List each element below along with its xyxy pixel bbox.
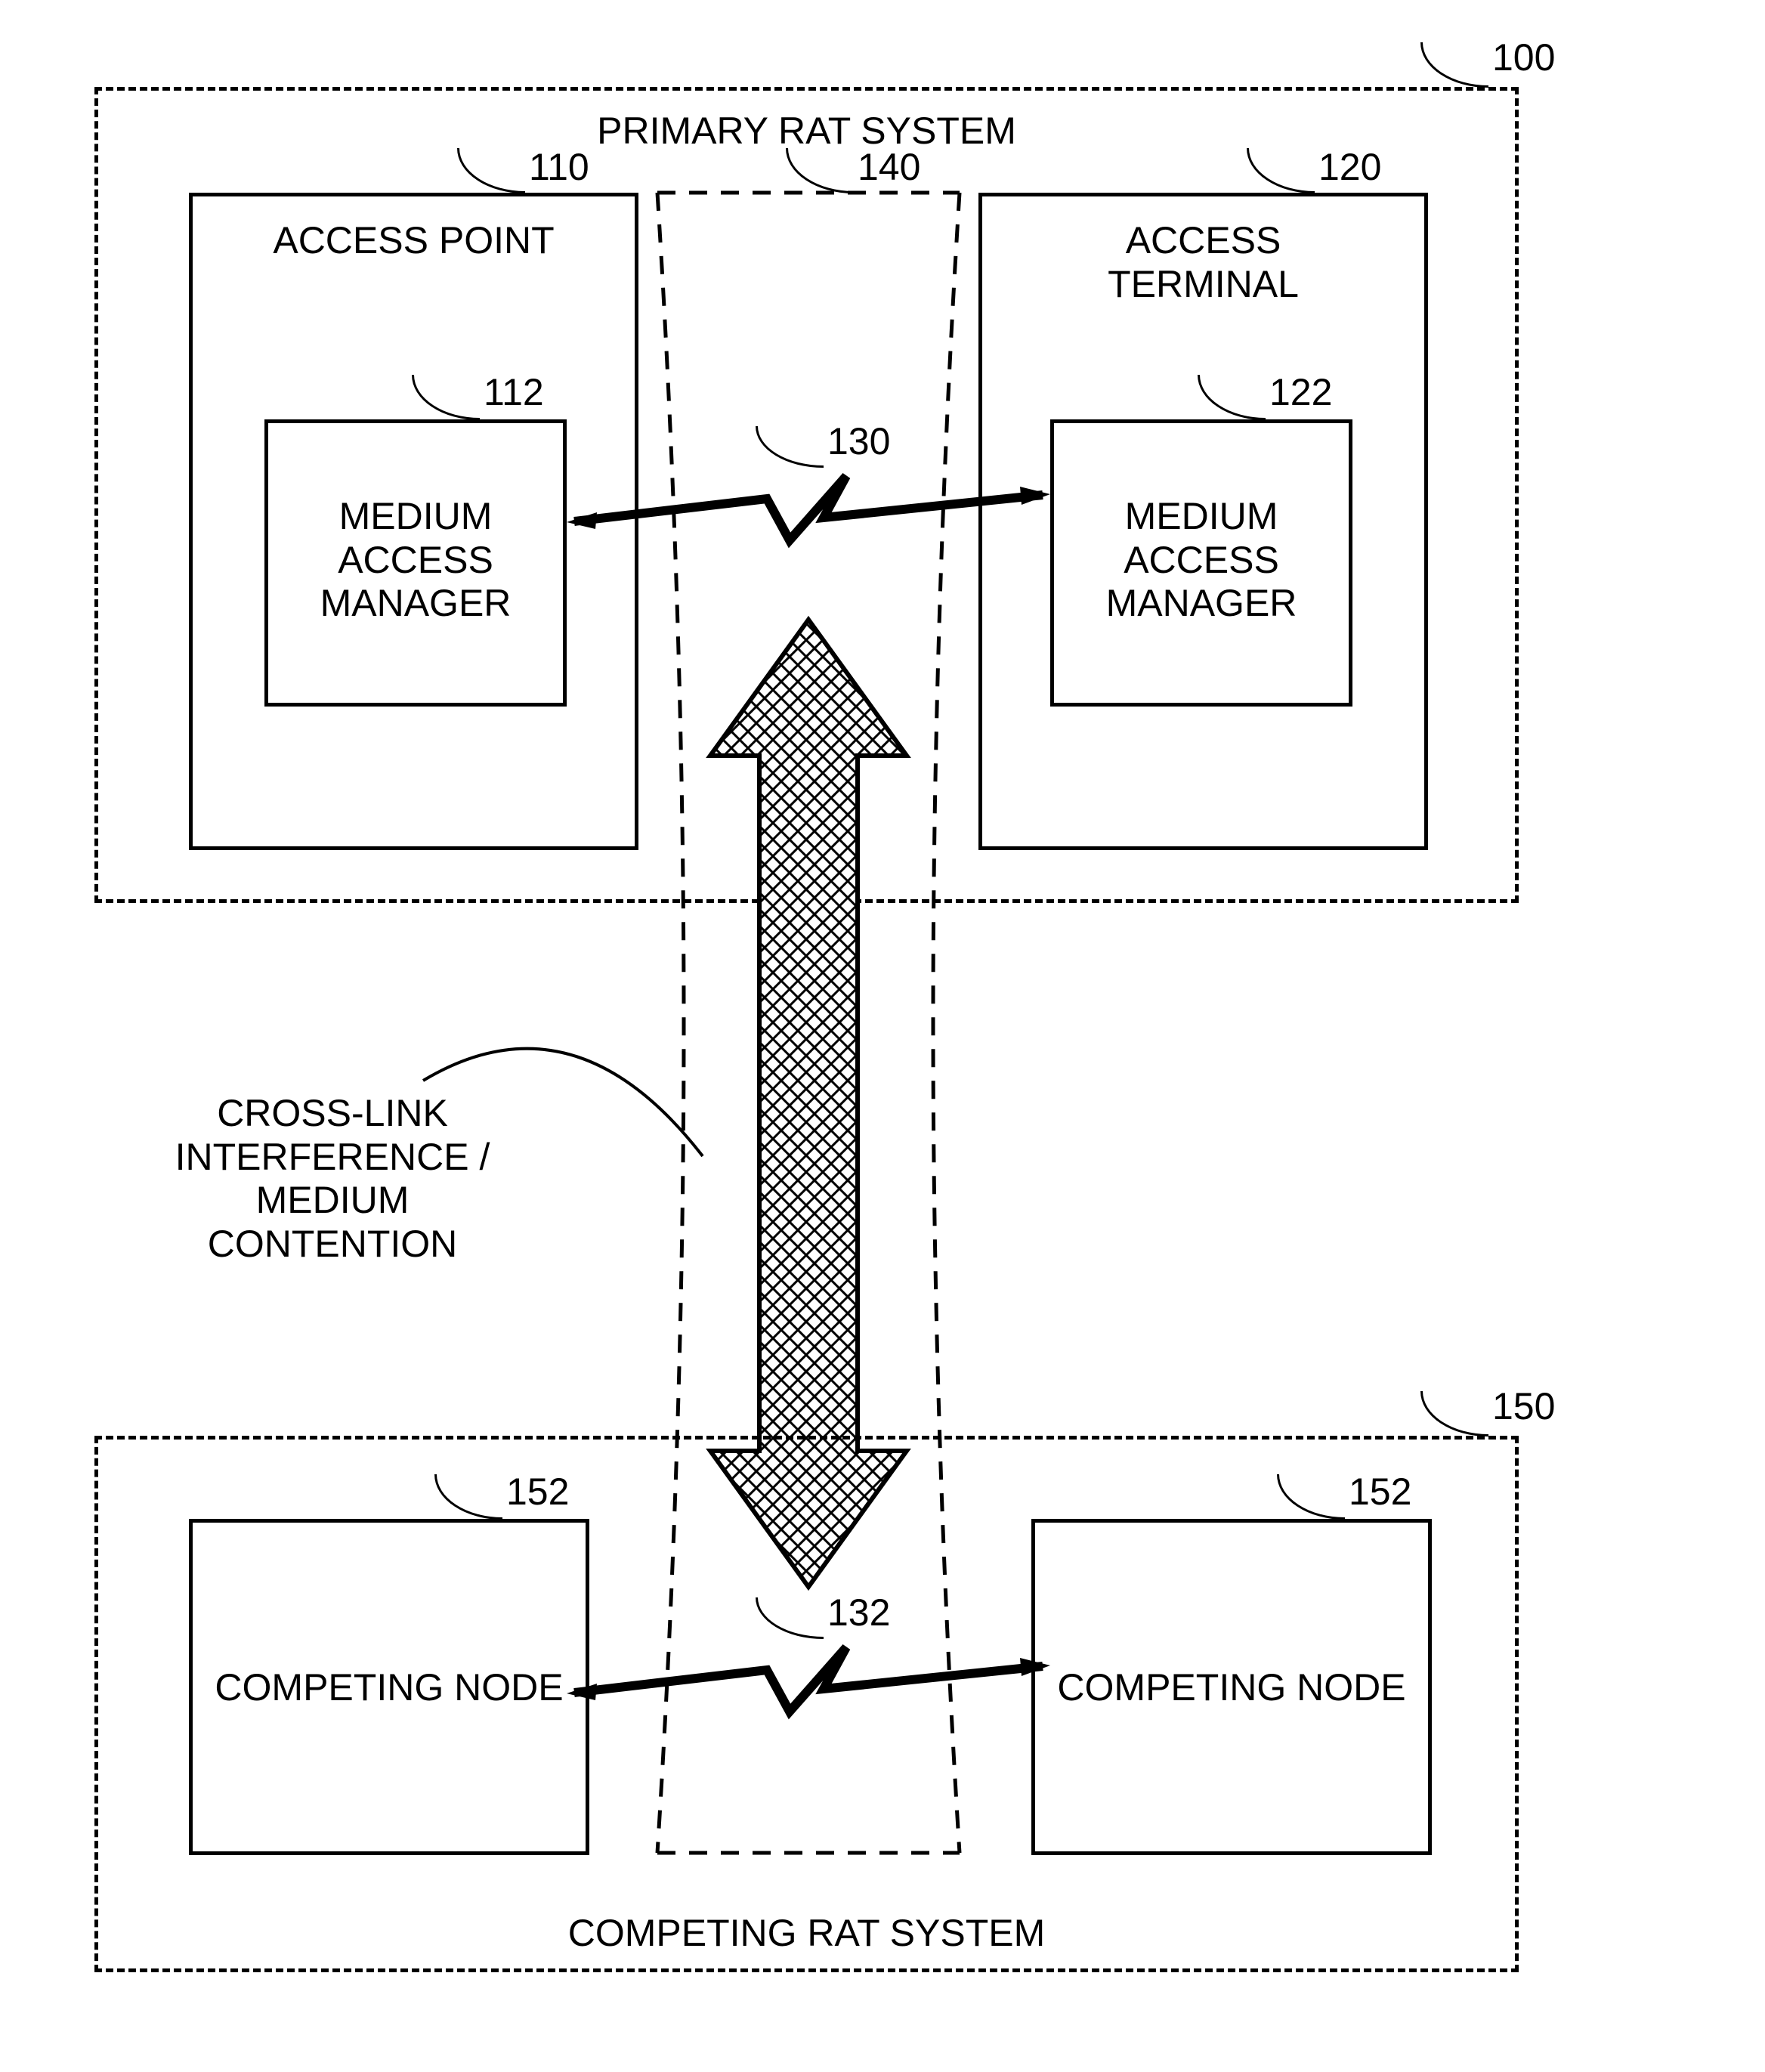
ref-132: 132 — [827, 1591, 890, 1634]
competing-node-left-label: COMPETING NODE — [189, 1666, 589, 1710]
ref-152-right: 152 — [1349, 1470, 1411, 1514]
wireless-link-bottom-icon — [567, 1632, 1050, 1738]
diagram-canvas: PRIMARY RAT SYSTEM 100 ACCESS POINT 110 … — [0, 0, 1765, 2072]
ref-152-left: 152 — [506, 1470, 569, 1514]
competing-node-right-label: COMPETING NODE — [1031, 1666, 1432, 1710]
competing-rat-system-title: COMPETING RAT SYSTEM — [94, 1912, 1519, 1956]
ref-150: 150 — [1492, 1384, 1555, 1428]
